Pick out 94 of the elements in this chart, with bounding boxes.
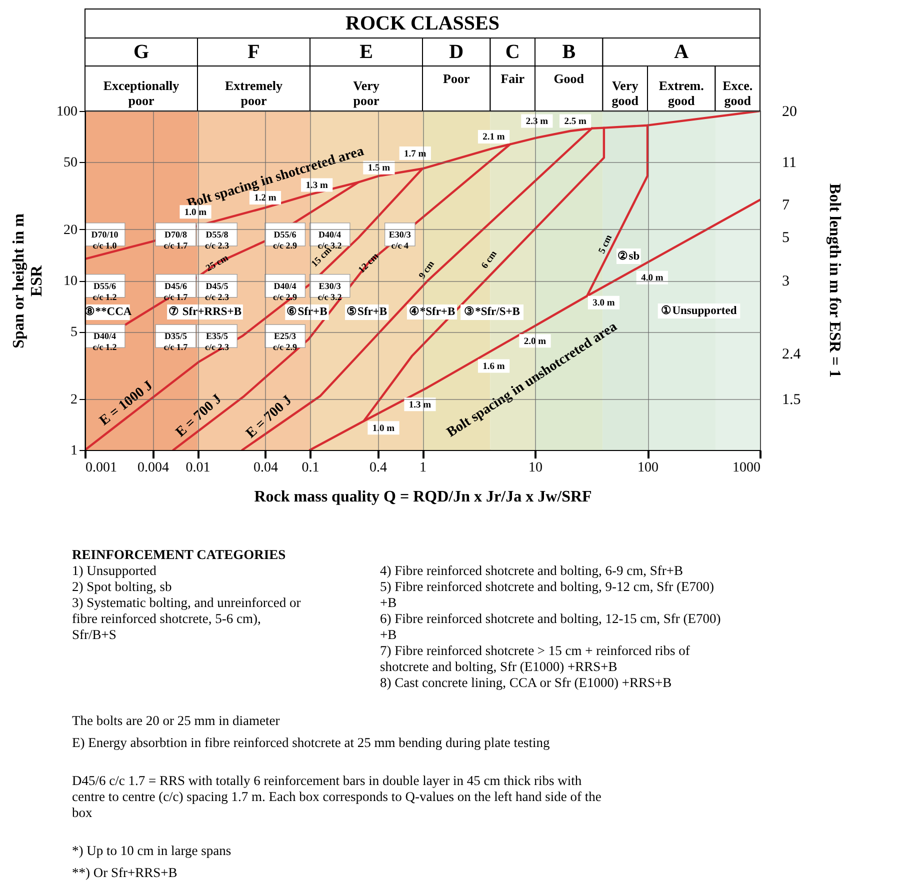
x-tick-label: 0.4 (369, 460, 387, 476)
y-tick-label: 5 (70, 325, 78, 340)
band-label: C Fair (500, 41, 525, 86)
annotation: ⑥Sfr+B (286, 305, 328, 318)
annotation: D70/8 c/c 1.7 (164, 229, 188, 250)
x-tick-label: 100 (638, 460, 658, 476)
y-tick-label: 10 (64, 274, 78, 289)
band-label: B Good (554, 41, 585, 86)
annotation: ⑦ Sfr+RRS+B (168, 305, 242, 318)
annotation: 5 cm (597, 234, 615, 256)
annotation: D40/4 c/c 2.9 (273, 280, 298, 302)
annotation: 1.5 (782, 392, 801, 408)
annotation: ⑧**CCA (84, 305, 132, 318)
annotation: 7 (782, 198, 790, 214)
x-tick-label: 1 (420, 460, 426, 476)
annotation: D45/6 c/c 1.7 (164, 280, 188, 302)
annotation: ⑤Sfr+B (346, 305, 388, 318)
text: 7) Fibre reinforced shotcrete > 15 cm + reinforced ribs of shotcrete and bolting, Sfr (E1000) +RRS+B (380, 643, 690, 674)
annotation: D40/4 c/c 1.2 (92, 331, 118, 352)
band-label: G Exceptionally poor (103, 41, 180, 108)
annotation: D70/10 c/c 1.0 (91, 229, 119, 250)
annotation: D45/5 c/c 2.3 (204, 280, 230, 302)
annotation: 11 (782, 155, 796, 172)
x-tick-label: 10 (528, 460, 542, 476)
annotation: D55/8 c/c 2.3 (204, 229, 230, 250)
x-axis-title: Rock mass quality Q = RQD/Jn x Jr/Ja x Jw/SRF (254, 488, 592, 506)
text: 2) Spot bolting, sb (72, 579, 172, 594)
band-label: Exce. good (722, 78, 753, 108)
annotation: E30/3 c/c 4 (388, 229, 412, 250)
annotation: 25 cm (204, 253, 230, 274)
text: 8) Cast concrete lining, CCA or Sfr (E1000) +RRS+B (380, 675, 672, 690)
y-axis-title: Span or height in m ESR (10, 212, 46, 348)
band-label: A (674, 41, 690, 63)
annotation: 20 (782, 104, 797, 120)
y-tick-label: 100 (56, 104, 78, 120)
annotation: D55/6 c/c 1.2 (92, 280, 118, 302)
annotation: 4.0 m (641, 274, 664, 284)
annotation: E = 700 J (244, 392, 296, 442)
annotation: 1.3 m (408, 400, 432, 410)
annotation: 2.4 (782, 346, 802, 363)
annotation: D55/6 c/c 2.9 (273, 229, 298, 250)
text: E) Energy absorbtion in fibre reinforced shotcrete at 25 mm bending during plate testing (72, 735, 550, 750)
annotation: 9 cm (418, 259, 437, 282)
text: REINFORCEMENT CATEGORIES (72, 547, 286, 562)
band-label: Extrem. good (658, 78, 704, 108)
x-tick-label: 0.1 (302, 460, 320, 476)
annotation: 2.5 m (564, 117, 586, 127)
annotation: E25/3 c/c 2.9 (273, 331, 298, 352)
annotation: 1.7 m (404, 149, 426, 160)
y2-axis-title: Bolt length in m for ESR = 1 (826, 183, 843, 378)
annotation: ①Unsupported (661, 304, 738, 317)
annotation: E = 1000 J (97, 378, 156, 429)
annotation: 3 (782, 274, 790, 290)
y-tick-label: 20 (64, 222, 78, 238)
annotation: E30/3 c/c 3.2 (318, 280, 342, 302)
annotation: 2.1 m (482, 132, 505, 143)
text: 1) Unsupported (72, 563, 157, 578)
y-tick-label: 2 (70, 392, 78, 408)
annotation: 12 cm (357, 252, 382, 276)
x-tick-label: 0.01 (186, 460, 210, 476)
annotation: 6 cm (480, 249, 500, 271)
text: The bolts are 20 or 25 mm in diameter (72, 713, 280, 728)
annotation: ③*Sfr/S+B (464, 305, 520, 318)
y-tick-label: 50 (64, 156, 78, 171)
annotation: D35/5 c/c 1.7 (164, 331, 188, 352)
x-tick-label: 0.001 (86, 460, 117, 476)
annotation: E = 700 J (173, 392, 225, 440)
band-label: Very good (612, 78, 640, 108)
text: 5) Fibre reinforced shotcrete and bolting, 9-12 cm, Sfr (E700) +B (380, 579, 714, 610)
annotation: 1.6 m (482, 362, 505, 372)
text: D45/6 c/c 1.7 = RRS with totally 6 reinforcement bars in double layer in 45 cm thick ribs with centre to centre (c/c) spacing 1.7 m. Each box corresponds to Q-values on the left hand side of the box (72, 773, 602, 820)
chart-title: ROCK CLASSES (346, 12, 500, 34)
annotation: ②sb (618, 249, 640, 262)
annotation: E35/5 c/c 2.3 (204, 331, 230, 352)
annotation: 1.0 m (372, 424, 395, 434)
text: 6) Fibre reinforced shotcrete and bolting, 12-15 cm, Sfr (E700) +B (380, 611, 721, 642)
text: 4) Fibre reinforced shotcrete and bolting, 6-9 cm, Sfr+B (380, 563, 684, 578)
annotation: 2.3 m (526, 117, 548, 127)
annotation: 1.0 m (184, 208, 207, 218)
annotation: 1.3 m (306, 180, 328, 191)
annotation: 3.0 m (592, 298, 615, 309)
annotation: 1.5 m (368, 164, 390, 174)
text: *) Up to 10 cm in large spans (72, 843, 232, 858)
band-label: E Very poor (353, 41, 380, 108)
x-tick-label: 0.004 (137, 460, 169, 476)
text: 3) Systematic bolting, and unreinforced or fibre reinforced shotcrete, 5-6 cm), Sfr/B+S (72, 595, 302, 642)
annotation: ④*Sfr+B (408, 305, 456, 318)
annotation: 5 (782, 230, 790, 246)
x-tick-label: 1000 (732, 460, 760, 476)
x-tick-label: 0.04 (253, 460, 278, 476)
y-tick-label: 1 (70, 444, 78, 458)
text: **) Or Sfr+RRS+B (72, 865, 178, 880)
band-label: D Poor (443, 41, 470, 86)
band-label: F Extremely poor (224, 41, 283, 108)
